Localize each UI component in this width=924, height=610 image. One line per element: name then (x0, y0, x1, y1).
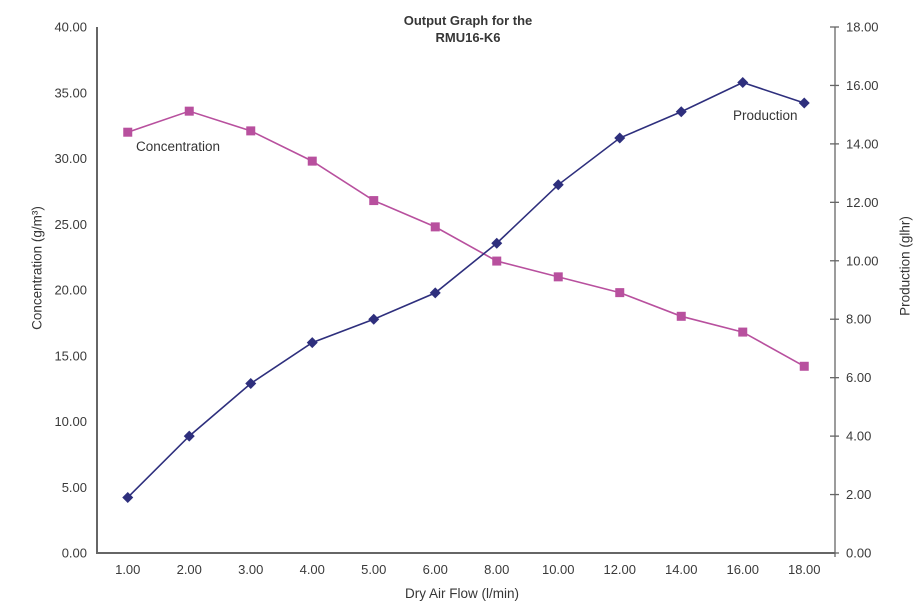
y-right-tick-label: 4.00 (846, 429, 871, 444)
y-right-tick-label: 14.00 (846, 136, 879, 151)
y-left-tick-label: 10.00 (54, 414, 87, 429)
marker-diamond-production (368, 313, 380, 325)
series-label-production: Production (733, 108, 798, 123)
y-left-tick-label: 0.00 (62, 546, 87, 561)
x-tick-label: 3.00 (238, 562, 263, 577)
chart-title-line2: RMU16-K6 (435, 30, 501, 45)
marker-diamond-production (737, 77, 749, 89)
y-right-tick-label: 18.00 (846, 20, 879, 35)
marker-diamond-production (614, 132, 626, 144)
marker-diamond-production (183, 430, 195, 442)
marker-square-concentration (369, 196, 379, 206)
y-right-tick-label: 16.00 (846, 78, 879, 93)
y-left-tick-label: 40.00 (54, 20, 87, 35)
y-axis-right-title: Production (glhr) (897, 216, 913, 316)
x-tick-label: 10.00 (542, 562, 575, 577)
series-label-concentration: Concentration (136, 139, 221, 154)
y-left-tick-label: 20.00 (54, 283, 87, 298)
marker-square-concentration (184, 106, 194, 116)
x-tick-label: 6.00 (423, 562, 448, 577)
marker-square-concentration (553, 272, 563, 282)
marker-square-concentration (307, 156, 317, 166)
x-tick-label: 8.00 (484, 562, 509, 577)
marker-diamond-production (798, 97, 810, 109)
series-line-concentration (127, 110, 805, 367)
x-tick-label: 12.00 (603, 562, 636, 577)
marker-diamond-production (675, 106, 687, 118)
y-right-tick-label: 12.00 (846, 195, 879, 210)
marker-diamond-production (429, 287, 441, 299)
y-left-tick-label: 15.00 (54, 348, 87, 363)
marker-square-concentration (492, 256, 502, 266)
x-tick-label: 1.00 (115, 562, 140, 577)
x-tick-label: 2.00 (177, 562, 202, 577)
marker-square-concentration (246, 126, 256, 136)
marker-diamond-production (552, 179, 564, 191)
marker-square-concentration (430, 222, 440, 232)
x-tick-label: 5.00 (361, 562, 386, 577)
x-tick-label: 14.00 (665, 562, 698, 577)
marker-diamond-production (245, 378, 257, 390)
chart-title-line1: Output Graph for the (403, 13, 533, 28)
y-left-tick-label: 25.00 (54, 217, 87, 232)
series-line-production (127, 81, 805, 499)
marker-square-concentration (676, 311, 686, 321)
x-tick-label: 4.00 (300, 562, 325, 577)
y-right-tick-label: 2.00 (846, 487, 871, 502)
y-right-tick-label: 0.00 (846, 546, 871, 561)
marker-diamond-production (491, 237, 503, 249)
marker-diamond-production (306, 337, 318, 349)
x-tick-label: 16.00 (726, 562, 759, 577)
marker-diamond-production (122, 491, 134, 503)
marker-square-concentration (738, 327, 748, 337)
marker-square-concentration (123, 127, 133, 137)
y-axis-left-title: Concentration (g/m³) (29, 206, 45, 330)
y-right-tick-label: 8.00 (846, 312, 871, 327)
y-left-tick-label: 30.00 (54, 151, 87, 166)
chart-title: Output Graph for the RMU16-K6 (318, 12, 618, 46)
x-axis-title: Dry Air Flow (l/min) (405, 586, 519, 601)
marker-square-concentration (615, 288, 625, 298)
y-right-tick-label: 10.00 (846, 253, 879, 268)
marker-square-concentration (799, 361, 809, 371)
y-left-tick-label: 35.00 (54, 85, 87, 100)
y-right-tick-label: 6.00 (846, 370, 871, 385)
x-tick-label: 18.00 (788, 562, 821, 577)
y-left-tick-label: 5.00 (62, 480, 87, 495)
